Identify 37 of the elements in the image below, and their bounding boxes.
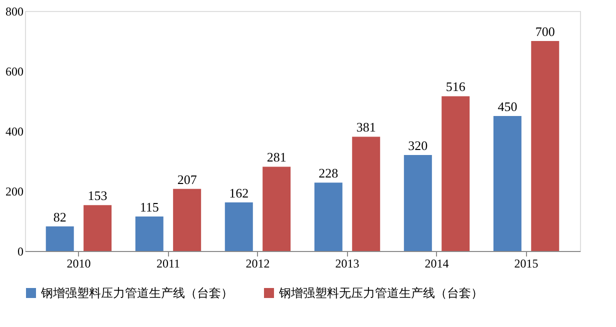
data-label: 207: [177, 172, 198, 187]
y-tick-label: 0: [18, 244, 24, 258]
bar: [531, 41, 560, 251]
y-tick-label: 200: [6, 184, 24, 198]
data-label: 700: [535, 24, 555, 39]
data-label: 516: [446, 79, 466, 94]
data-label: 153: [88, 188, 108, 204]
bar: [493, 116, 522, 251]
bar: [404, 155, 432, 251]
data-label: 381: [356, 120, 376, 135]
legend-label: 钢增强塑料压力管道生产线（台套）: [40, 286, 233, 300]
bar: [173, 188, 202, 251]
bar: [442, 96, 470, 251]
bar: [135, 216, 164, 251]
x-tick-label: 2013: [335, 256, 360, 270]
bar: [224, 202, 253, 251]
bar: [314, 182, 342, 251]
x-tick-label: 2014: [424, 256, 449, 270]
y-tick-label: 400: [6, 124, 24, 138]
bar: [352, 136, 380, 251]
y-tick-label: 800: [6, 4, 24, 18]
data-label: 450: [498, 99, 518, 114]
bar: [84, 205, 112, 251]
x-tick-label: 2010: [66, 256, 91, 270]
legend-label: 钢增强塑料无压力管道生产线（台套）: [278, 286, 483, 300]
x-tick-label: 2015: [514, 256, 538, 270]
bar: [262, 166, 291, 251]
data-label: 320: [408, 138, 428, 153]
data-label: 281: [266, 150, 286, 165]
bar: [46, 226, 74, 251]
data-label: 82: [53, 209, 66, 224]
x-tick-label: 2012: [246, 256, 270, 270]
data-label: 115: [140, 200, 159, 214]
y-tick-label: 600: [6, 64, 24, 78]
x-tick-label: 2011: [156, 256, 180, 270]
data-label: 228: [318, 166, 338, 181]
data-label: 162: [229, 185, 249, 200]
